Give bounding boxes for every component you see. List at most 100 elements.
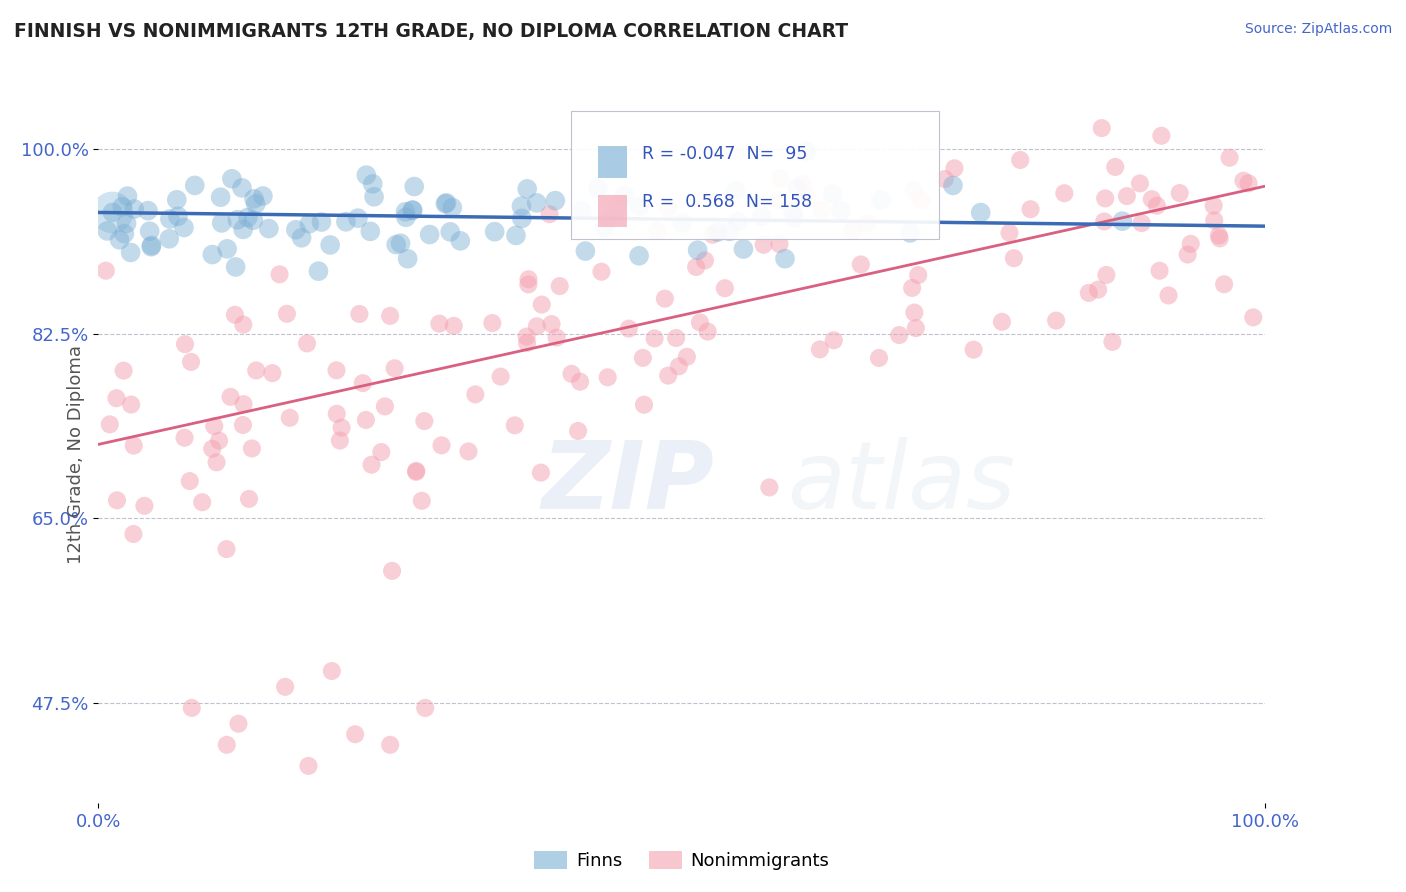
- Point: [868, 351, 890, 365]
- Point: [389, 236, 412, 251]
- Point: [631, 351, 654, 365]
- Point: [262, 366, 284, 380]
- Point: [773, 252, 796, 266]
- Point: [1077, 285, 1099, 300]
- Point: [1053, 186, 1076, 201]
- Point: [120, 245, 142, 260]
- Point: [180, 701, 202, 715]
- Point: [381, 564, 404, 578]
- Point: [359, 224, 381, 238]
- Point: [727, 214, 749, 228]
- Point: [167, 209, 190, 223]
- Point: [122, 527, 145, 541]
- Point: [1092, 214, 1115, 228]
- Point: [96, 224, 118, 238]
- Point: [1045, 313, 1067, 327]
- Point: [236, 211, 259, 225]
- Point: [356, 168, 378, 182]
- Point: [405, 465, 427, 479]
- Point: [903, 305, 925, 319]
- Point: [1130, 216, 1153, 230]
- Point: [505, 228, 527, 243]
- Point: [159, 211, 181, 226]
- Point: [274, 680, 297, 694]
- Point: [530, 466, 553, 480]
- Point: [591, 265, 613, 279]
- Point: [998, 226, 1021, 240]
- Point: [374, 400, 396, 414]
- Point: [94, 263, 117, 277]
- Point: [245, 363, 267, 377]
- Point: [370, 445, 392, 459]
- Point: [138, 224, 160, 238]
- FancyBboxPatch shape: [598, 146, 627, 178]
- Point: [898, 226, 921, 240]
- Point: [269, 268, 291, 282]
- Point: [942, 178, 965, 193]
- Point: [120, 398, 142, 412]
- Point: [593, 220, 616, 235]
- Point: [1157, 288, 1180, 302]
- Point: [335, 215, 357, 229]
- Point: [706, 225, 728, 239]
- Point: [1002, 251, 1025, 265]
- Point: [449, 234, 471, 248]
- Point: [225, 260, 247, 274]
- Point: [714, 281, 737, 295]
- Point: [810, 203, 832, 218]
- Point: [510, 199, 533, 213]
- Point: [252, 189, 274, 203]
- Point: [1213, 277, 1236, 292]
- Point: [211, 216, 233, 230]
- Point: [173, 431, 195, 445]
- Point: [122, 439, 145, 453]
- Point: [201, 247, 224, 261]
- Point: [696, 325, 718, 339]
- Point: [628, 249, 651, 263]
- Point: [344, 727, 367, 741]
- Point: [910, 194, 932, 208]
- Point: [413, 701, 436, 715]
- Point: [1177, 247, 1199, 261]
- Point: [297, 759, 319, 773]
- Point: [530, 297, 553, 311]
- Point: [962, 343, 984, 357]
- Point: [689, 315, 711, 329]
- Point: [1241, 310, 1264, 325]
- Point: [1209, 231, 1232, 245]
- Point: [503, 418, 526, 433]
- Point: [157, 232, 180, 246]
- Point: [657, 202, 679, 216]
- Point: [232, 318, 254, 332]
- Point: [657, 368, 679, 383]
- Point: [1150, 128, 1173, 143]
- Point: [208, 434, 231, 448]
- Point: [240, 442, 263, 456]
- Point: [671, 216, 693, 230]
- Point: [191, 495, 214, 509]
- Point: [330, 420, 353, 434]
- Point: [202, 419, 225, 434]
- Point: [112, 227, 135, 241]
- Point: [617, 321, 640, 335]
- Point: [111, 200, 134, 214]
- Point: [849, 257, 872, 271]
- Point: [308, 264, 330, 278]
- Point: [105, 391, 128, 405]
- Point: [319, 238, 342, 252]
- Legend: Finns, Nonimmigrants: Finns, Nonimmigrants: [527, 844, 837, 877]
- Point: [1208, 228, 1230, 243]
- Point: [489, 369, 512, 384]
- Point: [1010, 153, 1032, 167]
- Point: [782, 205, 804, 219]
- Point: [219, 390, 242, 404]
- Point: [574, 244, 596, 259]
- Point: [481, 316, 503, 330]
- Point: [538, 207, 561, 221]
- Point: [1218, 151, 1240, 165]
- Point: [215, 542, 238, 557]
- Point: [768, 194, 790, 208]
- Point: [311, 215, 333, 229]
- Point: [808, 343, 831, 357]
- Point: [526, 195, 548, 210]
